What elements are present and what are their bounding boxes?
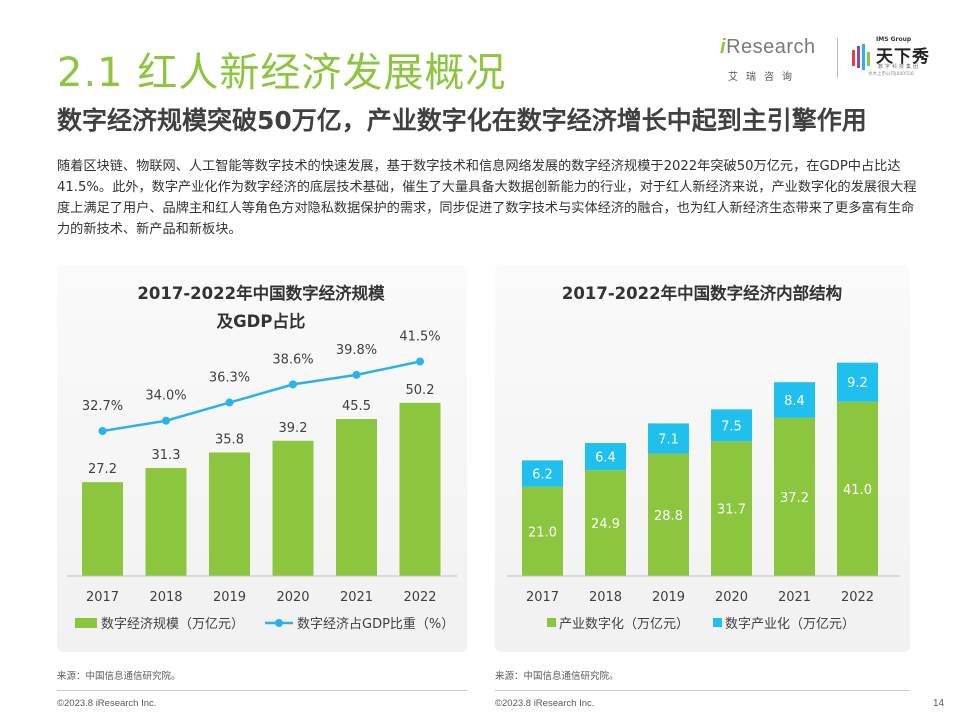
legend-label-scale: 数字经济规模（万亿元） bbox=[101, 617, 244, 632]
gdp-share-point-2019 bbox=[225, 398, 234, 407]
bar-digital-industrialization-2018 bbox=[585, 442, 626, 471]
x-tick-label: 2020 bbox=[715, 590, 748, 605]
segment-value-label: 41.0 bbox=[843, 483, 872, 498]
x-tick-label: 2017 bbox=[526, 590, 559, 605]
gdp-share-label: 41.5% bbox=[399, 329, 440, 344]
page-number: 14 bbox=[933, 698, 945, 709]
x-tick-label: 2019 bbox=[213, 590, 246, 605]
footer-divider-left bbox=[57, 690, 467, 691]
gdp-share-point-2022 bbox=[416, 357, 424, 366]
legend-swatch-digital-industrialization bbox=[713, 618, 722, 627]
chart-digital-economy-structure: 2017-2022年中国数字经济内部结构 21.0 6.2 2017 24.9 6.4 20… bbox=[507, 283, 900, 632]
bar-2021 bbox=[336, 419, 377, 576]
page-title: 2.1 红人新经济发展概况 bbox=[57, 50, 507, 96]
bar-value-label: 31.3 bbox=[152, 448, 181, 463]
legend-swatch-industry-digitization bbox=[547, 618, 556, 627]
x-tick-label: 2019 bbox=[652, 590, 685, 605]
source-note-left: 来源：中国信息通信研究院。 bbox=[57, 671, 181, 682]
segment-value-label: 6.2 bbox=[532, 468, 553, 483]
gdp-share-label: 38.6% bbox=[272, 352, 313, 367]
bar-digital-industrialization-2017 bbox=[522, 460, 563, 487]
intro-paragraph: 随着区块链、物联网、人工智能等数字技术的快速发展，基于数字技术和信息网络发展的数… bbox=[57, 159, 917, 237]
segment-value-label: 37.2 bbox=[780, 491, 809, 506]
legend-swatch-scale bbox=[75, 618, 97, 628]
segment-value-label: 21.0 bbox=[528, 525, 557, 540]
bar-2017 bbox=[82, 482, 123, 576]
ims-logo: IMS Group 天下秀 数字科技集团 水木上市公司|600556 bbox=[852, 34, 942, 84]
gdp-share-label: 34.0% bbox=[145, 389, 186, 404]
bar-digital-industrialization-2022 bbox=[837, 362, 878, 402]
x-tick-label: 2018 bbox=[589, 590, 622, 605]
bar-2022 bbox=[399, 402, 441, 576]
bar-digital-industrialization-2021 bbox=[774, 382, 815, 418]
chart-panel-structure: 2017-2022年中国数字经济内部结构 21.0 6.2 2017 24.9 6.4 20… bbox=[495, 265, 910, 652]
bar-value-label: 27.2 bbox=[88, 462, 117, 477]
segment-value-label: 6.4 bbox=[595, 451, 616, 466]
x-tick-label: 2017 bbox=[86, 590, 119, 605]
bar-value-label: 45.5 bbox=[342, 399, 371, 414]
legend-label-industry-digitization: 产业数字化（万亿元） bbox=[559, 617, 689, 632]
gdp-share-point-2017 bbox=[98, 427, 107, 435]
bar-industry-digitization-2020 bbox=[711, 441, 752, 576]
x-tick-label: 2021 bbox=[778, 590, 811, 605]
chart-title: 2017-2022年中国数字经济规模 bbox=[137, 283, 385, 303]
copyright-right: ©2023.8 iResearch Inc. bbox=[495, 698, 595, 709]
bar-industry-digitization-2022 bbox=[837, 401, 878, 576]
gdp-share-line bbox=[102, 360, 421, 433]
gdp-share-point-2021 bbox=[352, 370, 361, 379]
chart-title: 及GDP占比 bbox=[217, 311, 306, 331]
x-tick-label: 2018 bbox=[149, 590, 182, 605]
bar-value-label: 39.2 bbox=[279, 421, 308, 436]
gdp-share-label: 39.8% bbox=[336, 343, 377, 358]
chart-title: 2017-2022年中国数字经济内部结构 bbox=[562, 283, 842, 303]
bar-digital-industrialization-2020 bbox=[711, 409, 752, 442]
bar-value-label: 35.8 bbox=[215, 432, 244, 447]
x-tick-label: 2021 bbox=[340, 590, 373, 605]
iresearch-logo: iResearch 艾瑞咨询 bbox=[720, 36, 816, 83]
bar-2020 bbox=[272, 440, 314, 576]
footer-divider-right bbox=[495, 690, 910, 691]
legend-label-digital-industrialization: 数字产业化（万亿元） bbox=[725, 617, 855, 632]
legend-marker-gdp-share bbox=[275, 619, 283, 627]
segment-value-label: 24.9 bbox=[591, 517, 620, 532]
gdp-share-label: 32.7% bbox=[82, 399, 123, 414]
segment-value-label: 7.1 bbox=[658, 433, 679, 448]
legend-label-gdp-share: 数字经济占GDP比重（%） bbox=[297, 616, 454, 632]
segment-value-label: 31.7 bbox=[717, 503, 746, 518]
gdp-share-point-2020 bbox=[289, 380, 297, 389]
gdp-share-point-2018 bbox=[162, 416, 170, 425]
bar-industry-digitization-2018 bbox=[585, 470, 626, 576]
bar-2019 bbox=[209, 452, 250, 576]
bar-industry-digitization-2019 bbox=[648, 453, 689, 576]
x-tick-label: 2020 bbox=[276, 590, 309, 605]
segment-value-label: 9.2 bbox=[847, 376, 868, 391]
ims-bars-icon bbox=[852, 44, 870, 70]
bar-industry-digitization-2021 bbox=[774, 417, 815, 576]
source-note-right: 来源：中国信息通信研究院。 bbox=[495, 671, 619, 682]
gdp-share-label: 36.3% bbox=[209, 371, 250, 386]
bar-digital-industrialization-2019 bbox=[648, 423, 689, 454]
chart-panel-scale: 2017-2022年中国数字经济规模 及GDP占比 27.2 2017 31.3 2018… bbox=[57, 265, 467, 652]
bar-2018 bbox=[145, 468, 187, 576]
copyright-left: ©2023.8 iResearch Inc. bbox=[57, 698, 157, 709]
bar-industry-digitization-2017 bbox=[522, 486, 563, 576]
bar-value-label: 50.2 bbox=[406, 383, 435, 398]
x-tick-label: 2022 bbox=[841, 590, 874, 605]
x-tick-label: 2022 bbox=[403, 590, 436, 605]
segment-value-label: 28.8 bbox=[654, 509, 683, 524]
logo-divider bbox=[837, 38, 838, 78]
segment-value-label: 8.4 bbox=[784, 394, 805, 409]
page-subtitle: 数字经济规模突破50万亿，产业数字化在数字经济增长中起到主引擎作用 bbox=[57, 106, 867, 135]
segment-value-label: 7.5 bbox=[721, 419, 742, 434]
